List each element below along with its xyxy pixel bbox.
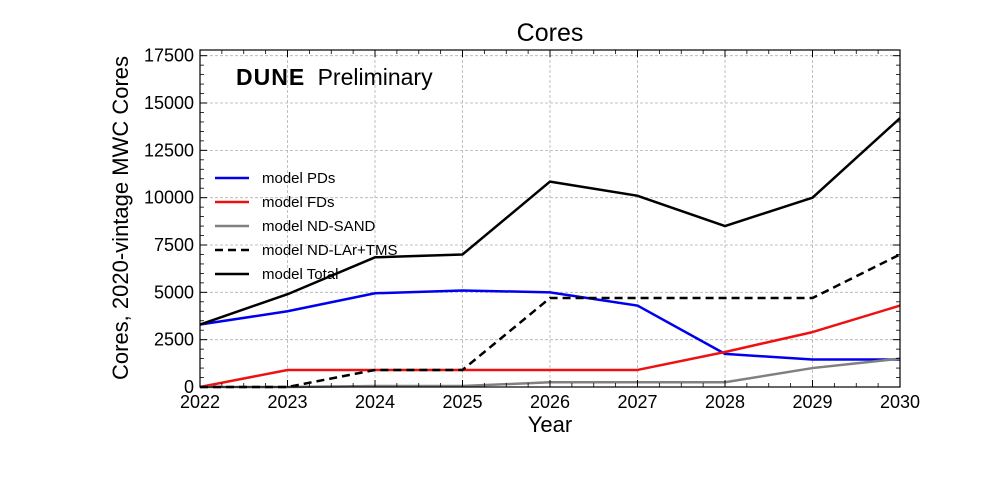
- x-tick-label: 2030: [880, 392, 920, 412]
- series-line-model-nd-lar-tms: [200, 253, 901, 389]
- legend-label-model-total: model Total: [262, 266, 338, 283]
- x-tick-label: 2022: [180, 392, 220, 412]
- series-line-model-total: [199, 117, 901, 326]
- y-tick-label: 7500: [154, 235, 194, 255]
- legend-label-model-pds: model PDs: [262, 170, 335, 187]
- y-tick-labels: 0 2500 5000 7500 10000 12500 15000 17500: [144, 46, 194, 397]
- dune-preliminary-annotation: DUNE Preliminary: [236, 64, 433, 90]
- y-tick-label: 17500: [144, 46, 194, 66]
- x-tick-label: 2024: [355, 392, 395, 412]
- axis-ticks: [199, 50, 901, 388]
- series-line-model-pds: [199, 289, 900, 361]
- chart-title: Cores: [517, 19, 584, 47]
- y-tick-label: 15000: [144, 93, 194, 113]
- x-tick-label: 2026: [530, 392, 570, 412]
- x-tick-label: 2028: [705, 392, 745, 412]
- preliminary-label: Preliminary: [318, 64, 434, 90]
- y-axis-label: Cores, 2020-vintage MWC Cores: [108, 56, 133, 380]
- legend-label-model-fds: model FDs: [262, 194, 335, 211]
- legend: model PDs model FDs model ND-SAND model ND-…: [215, 170, 397, 283]
- dune-label: DUNE: [236, 64, 305, 90]
- y-tick-label: 2500: [154, 330, 194, 350]
- series-line-model-fds: [199, 304, 901, 389]
- legend-label-model-nd-sand: model ND-SAND: [262, 218, 376, 235]
- x-tick-label: 2029: [792, 392, 832, 412]
- y-tick-label: 10000: [144, 188, 194, 208]
- x-tick-label: 2025: [442, 392, 482, 412]
- x-axis-label: Year: [528, 412, 572, 437]
- x-tick-labels: 2022 2023 2024 2025 2026 2027 2028 2029 2030: [180, 392, 920, 412]
- y-tick-label: 5000: [154, 282, 194, 302]
- legend-label-model-nd-lar-tms: model ND-LAr+TMS: [262, 242, 397, 259]
- x-tick-label: 2023: [267, 392, 307, 412]
- y-tick-label: 0: [184, 377, 194, 397]
- x-tick-label: 2027: [617, 392, 657, 412]
- y-tick-label: 12500: [144, 140, 194, 160]
